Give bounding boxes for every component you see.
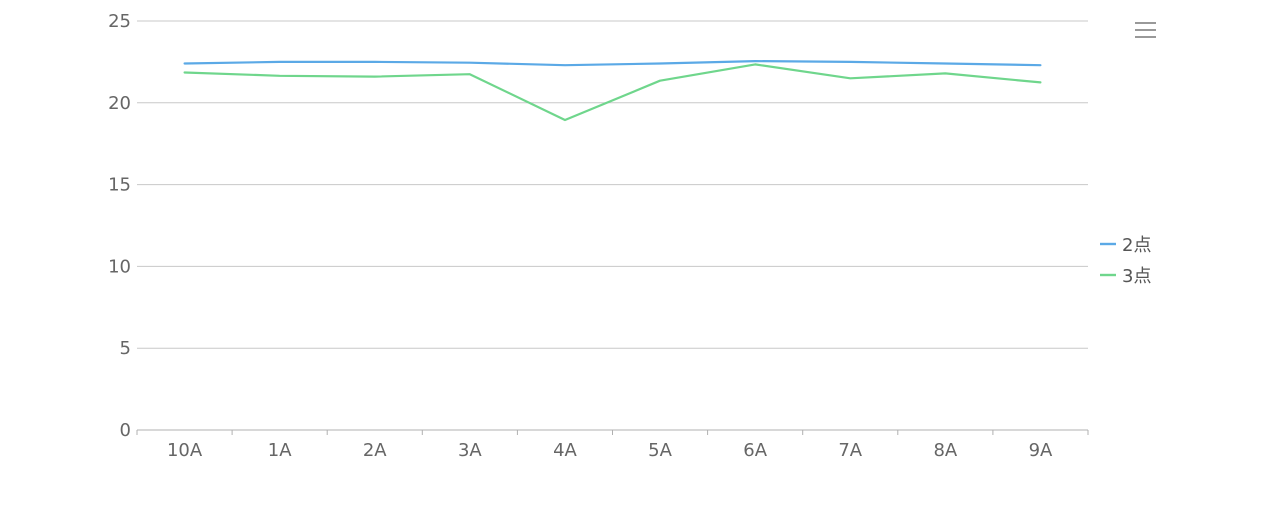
legend-label: 2点 [1122,235,1151,256]
x-axis: 10A 1A 2A 3A 4A 5A 6A 7A 8A 9A [136,429,1089,461]
y-tick-label: 10 [108,256,131,277]
x-tick-label: 10A [167,440,203,461]
series-line-2 [183,63,1042,122]
y-tick-label: 15 [108,175,131,196]
x-tick-label: 6A [743,440,767,461]
y-tick-label: 5 [120,338,131,359]
x-tick-label: 7A [838,440,862,461]
grid [137,20,1088,349]
x-tick-label: 1A [268,440,292,461]
x-tick-label: 5A [648,440,672,461]
x-tick-label: 9A [1029,440,1053,461]
y-axis: 0 5 10 15 20 25 [108,11,131,441]
x-tick-label: 4A [553,440,577,461]
x-tick-label: 3A [458,440,482,461]
series-group [183,59,1042,122]
y-tick-label: 20 [108,93,131,114]
legend-item-2[interactable]: 3点 [1100,266,1151,287]
legend-item-1[interactable]: 2点 [1100,235,1151,256]
hamburger-menu-icon[interactable] [1130,16,1160,44]
legend-label: 3点 [1122,266,1151,287]
series-line-1 [183,59,1042,67]
x-tick-label: 2A [363,440,387,461]
x-tick-label: 8A [933,440,957,461]
y-tick-label: 0 [120,420,131,441]
y-tick-label: 25 [108,11,131,32]
